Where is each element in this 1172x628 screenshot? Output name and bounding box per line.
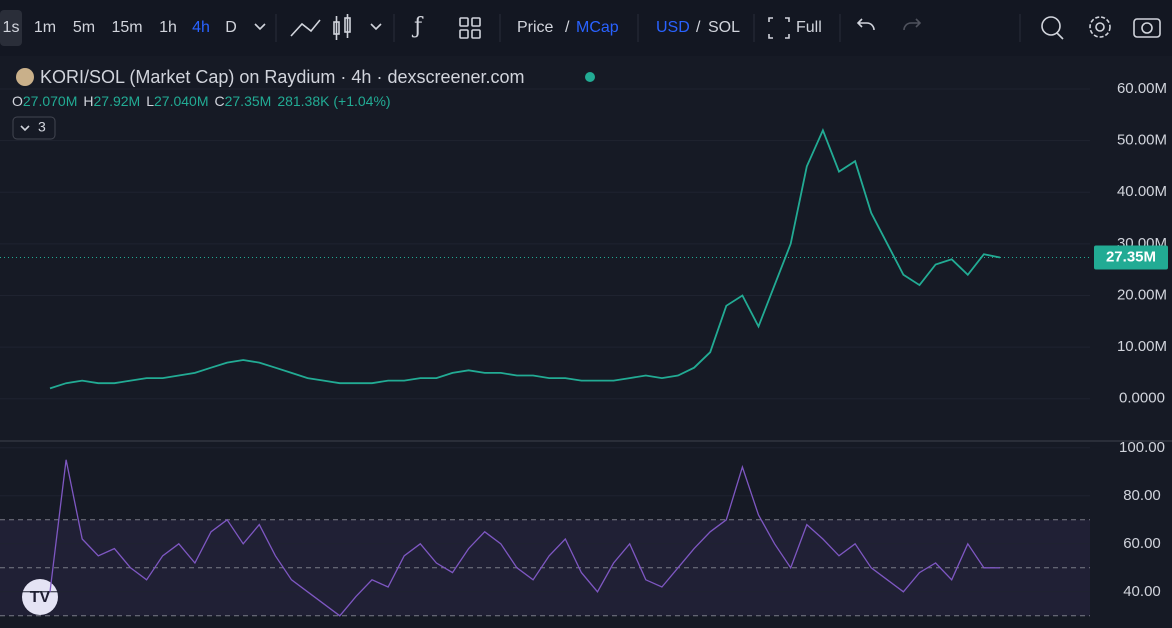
- interval[interactable]: 1s: [3, 19, 20, 36]
- alert-icon[interactable]: [1041, 16, 1064, 40]
- camera-icon[interactable]: [1133, 18, 1161, 38]
- y-tick-label: 80.00: [1123, 487, 1161, 504]
- y-tick-label: 60.00M: [1117, 80, 1167, 97]
- interval[interactable]: 15m: [111, 19, 142, 36]
- toolbar-price[interactable]: Price: [517, 19, 554, 36]
- toolbar-slash2[interactable]: /: [696, 19, 701, 36]
- status-dot: [585, 72, 595, 82]
- interval[interactable]: 4h: [192, 19, 210, 36]
- tv-logo: [22, 579, 58, 615]
- y-tick-label: 100.00: [1119, 439, 1165, 456]
- token-icon: [16, 68, 34, 86]
- interval[interactable]: 1m: [34, 19, 56, 36]
- y-tick-label: 0.0000: [1119, 390, 1165, 407]
- indicator-count: 3: [38, 119, 46, 135]
- toolbar: [0, 0, 1172, 56]
- series-line: [49, 127, 1001, 390]
- y-tick-label: 10.00M: [1117, 338, 1167, 355]
- separators: [275, 14, 1021, 42]
- interval-active: [0, 10, 22, 46]
- y-tick-label: 20.00M: [1117, 286, 1167, 303]
- full-icon[interactable]: [768, 17, 790, 39]
- undo[interactable]: [856, 18, 875, 31]
- legend-title: KORI/SOL (Market Cap) on Raydium · 4h · …: [40, 67, 525, 87]
- ohlc: O27.070M H27.92M L27.040M C27.35M 281.38K (+…: [12, 93, 391, 109]
- series-line: [49, 459, 1000, 617]
- candle-icon[interactable]: [333, 14, 351, 40]
- chevron[interactable]: [20, 125, 30, 132]
- y-tick-label: 40.00: [1123, 583, 1161, 600]
- settings-icon[interactable]: [1089, 16, 1111, 38]
- toolbar-mcap[interactable]: MCap: [576, 19, 619, 36]
- interval[interactable]: 5m: [73, 19, 95, 36]
- toolbar-full[interactable]: Full: [796, 19, 822, 36]
- chevron[interactable]: [370, 23, 382, 31]
- toolbar-slash1[interactable]: /: [565, 19, 570, 36]
- indicators-toggle[interactable]: [12, 116, 56, 140]
- line-icon[interactable]: [290, 19, 321, 37]
- redo[interactable]: [903, 18, 922, 31]
- fx-icon[interactable]: ƒ: [411, 14, 424, 39]
- interval[interactable]: D: [225, 19, 237, 36]
- toolbar-sol[interactable]: SOL: [708, 19, 740, 36]
- toolbar-usd[interactable]: USD: [656, 19, 690, 36]
- y-tick-label: 40.00M: [1117, 183, 1167, 200]
- layout-icon[interactable]: [459, 17, 481, 39]
- y-tick-label: 50.00M: [1117, 132, 1167, 149]
- last-price-box: [1094, 245, 1168, 270]
- chevron[interactable]: [254, 23, 266, 31]
- y-tick-label: 60.00: [1123, 535, 1161, 552]
- series-layer: [0, 88, 1090, 617]
- last-price-label: 27.35M: [1106, 248, 1156, 265]
- tv-logo-text: TV: [30, 589, 51, 606]
- interval[interactable]: 1h: [159, 19, 177, 36]
